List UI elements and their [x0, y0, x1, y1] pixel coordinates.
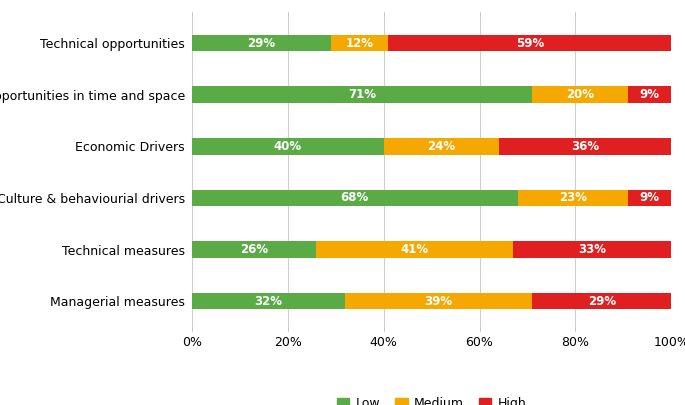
- Text: 26%: 26%: [240, 243, 269, 256]
- Text: 41%: 41%: [401, 243, 429, 256]
- Text: 33%: 33%: [578, 243, 606, 256]
- Bar: [628, 86, 671, 103]
- Bar: [192, 241, 316, 258]
- Text: 29%: 29%: [247, 36, 275, 50]
- Bar: [192, 86, 532, 103]
- Text: 71%: 71%: [348, 88, 376, 101]
- Text: 36%: 36%: [571, 140, 599, 153]
- Bar: [192, 35, 331, 51]
- Bar: [513, 241, 671, 258]
- Legend: Low, Medium, High: Low, Medium, High: [332, 392, 532, 405]
- Bar: [384, 138, 499, 155]
- Bar: [532, 86, 628, 103]
- Bar: [499, 138, 671, 155]
- Bar: [192, 138, 384, 155]
- Bar: [532, 293, 671, 309]
- Bar: [628, 190, 671, 206]
- Text: 9%: 9%: [640, 88, 660, 101]
- Text: 39%: 39%: [425, 294, 453, 308]
- Text: 20%: 20%: [566, 88, 594, 101]
- Bar: [388, 35, 671, 51]
- Text: 24%: 24%: [427, 140, 456, 153]
- Text: 40%: 40%: [273, 140, 302, 153]
- Text: 12%: 12%: [346, 36, 373, 50]
- Text: 23%: 23%: [559, 192, 587, 205]
- Bar: [518, 190, 628, 206]
- Text: 59%: 59%: [516, 36, 544, 50]
- Text: 29%: 29%: [588, 294, 616, 308]
- Bar: [331, 35, 388, 51]
- Text: 32%: 32%: [255, 294, 282, 308]
- Bar: [345, 293, 532, 309]
- Bar: [192, 293, 345, 309]
- Bar: [192, 190, 518, 206]
- Bar: [316, 241, 513, 258]
- Text: 68%: 68%: [340, 192, 369, 205]
- Text: 9%: 9%: [640, 192, 660, 205]
